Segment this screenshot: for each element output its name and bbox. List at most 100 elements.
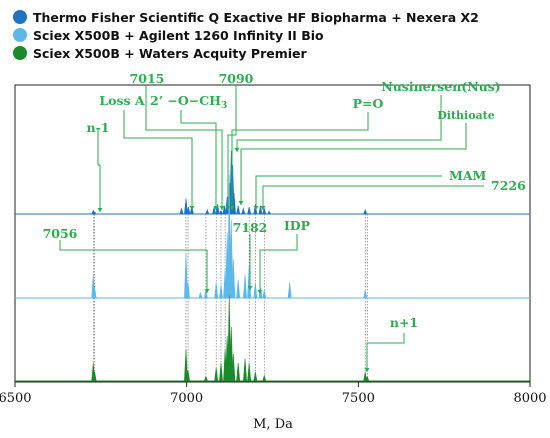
annotation-layer: n-1 Loss A 7015 2’ −O−CH3 7090 P=O Nusinersen(…: [43, 71, 526, 372]
annotation-7: Dithioate: [238, 109, 495, 205]
annotation-12: IDP: [257, 218, 311, 294]
annotation-leader: [97, 128, 101, 212]
peak: [253, 371, 258, 382]
peak: [363, 371, 368, 382]
peak: [262, 290, 267, 299]
peak: [184, 198, 188, 215]
annotation-arrowhead: [225, 206, 231, 210]
annotation-leader: [231, 112, 369, 210]
peak: [214, 367, 219, 382]
peak: [253, 282, 258, 299]
peak: [262, 207, 267, 215]
peak: [222, 205, 227, 215]
annotation-arrowhead: [260, 206, 266, 210]
peak: [205, 208, 210, 215]
annotation-arrowhead: [219, 206, 225, 210]
annotation-label: IDP: [284, 218, 311, 233]
peak: [243, 358, 247, 382]
peak: [186, 282, 190, 299]
peak: [231, 258, 236, 299]
legend-marker-0: [13, 10, 27, 24]
peak: [184, 349, 188, 382]
peak: [247, 362, 252, 382]
peak: [365, 375, 370, 382]
series-2: [15, 295, 530, 382]
series-1: [15, 174, 530, 299]
peak: [266, 210, 272, 215]
peak: [203, 375, 208, 382]
peak: [219, 362, 223, 382]
annotation-13: n+1: [364, 315, 418, 372]
annotation-leader: [255, 175, 442, 210]
annotation-label: 2’ −O−CH3: [150, 93, 227, 111]
x-tick-label: 6500: [0, 391, 32, 406]
annotation-arrowhead: [364, 368, 370, 372]
annotation-11: 7182: [233, 220, 268, 290]
peak: [262, 374, 267, 382]
annotation-arrowhead: [253, 206, 259, 210]
peak: [363, 208, 368, 215]
plot-frame: [14, 84, 531, 383]
annotation-9: 7226: [260, 178, 526, 210]
annotation-label: n-1: [87, 120, 110, 135]
annotation-arrowhead: [257, 290, 263, 294]
peak: [92, 211, 97, 215]
annotation-0: n-1: [87, 120, 110, 212]
peak: [241, 207, 246, 215]
peak: [236, 205, 241, 215]
annotation-arrowhead: [234, 148, 240, 152]
peak: [258, 205, 263, 215]
peak: [203, 290, 208, 299]
annotation-label: Dithioate: [437, 109, 495, 122]
peak: [212, 206, 217, 215]
peak: [92, 371, 97, 382]
annotation-8: MAM: [253, 168, 487, 210]
peak: [236, 279, 241, 299]
annotation-leader: [240, 123, 467, 205]
x-tick-label: 8000: [513, 391, 546, 406]
annotation-arrowhead: [213, 206, 219, 210]
legend-marker-1: [13, 28, 27, 42]
annotation-leader: [59, 240, 208, 293]
x-axis: 6500 7000 7500 8000: [0, 382, 547, 406]
x-tick-label: 7500: [342, 391, 375, 406]
peak: [229, 219, 234, 299]
peak: [243, 274, 247, 299]
peak: [247, 206, 252, 215]
legend: Thermo Fisher Scientific Q Exactive HF B…: [13, 10, 479, 61]
peak: [218, 209, 224, 215]
peak: [363, 290, 368, 299]
x-axis-title: M, Da: [253, 417, 293, 432]
peak: [232, 192, 236, 215]
annotation-label: Loss A: [99, 93, 145, 108]
annotation-arrowhead: [204, 289, 210, 293]
legend-label-1: Sciex X500B + Agilent 1260 Infinity II B…: [33, 28, 324, 43]
annotation-arrowhead: [189, 206, 195, 210]
annotation-6: Nusinersen(Nus): [234, 79, 501, 152]
legend-marker-2: [13, 46, 27, 60]
annotation-leader: [145, 85, 223, 210]
annotation-arrowhead: [229, 206, 235, 210]
peak: [231, 353, 236, 382]
x-tick-label: 7000: [170, 391, 203, 406]
peak: [215, 204, 220, 215]
annotation-label: P=O: [353, 96, 384, 111]
annotation-leader: [259, 234, 298, 294]
annotation-arrowhead: [97, 208, 103, 212]
peak: [186, 206, 191, 215]
annotation-label: 7182: [233, 220, 268, 235]
annotation-10: 7056: [43, 226, 210, 293]
peak: [236, 362, 241, 382]
peak: [219, 284, 223, 299]
annotation-arrowhead: [247, 286, 253, 290]
peak: [179, 207, 184, 215]
annotation-1: Loss A: [99, 93, 195, 210]
peak: [198, 291, 203, 299]
annotation-label: Nusinersen(Nus): [381, 79, 500, 94]
annotation-leader: [123, 110, 193, 210]
annotation-label: 7015: [130, 71, 165, 86]
legend-label-2: Sciex X500B + Waters Acquity Premier: [33, 46, 307, 61]
annotation-label: 7056: [43, 226, 78, 241]
annotation-arrowhead: [238, 201, 244, 205]
